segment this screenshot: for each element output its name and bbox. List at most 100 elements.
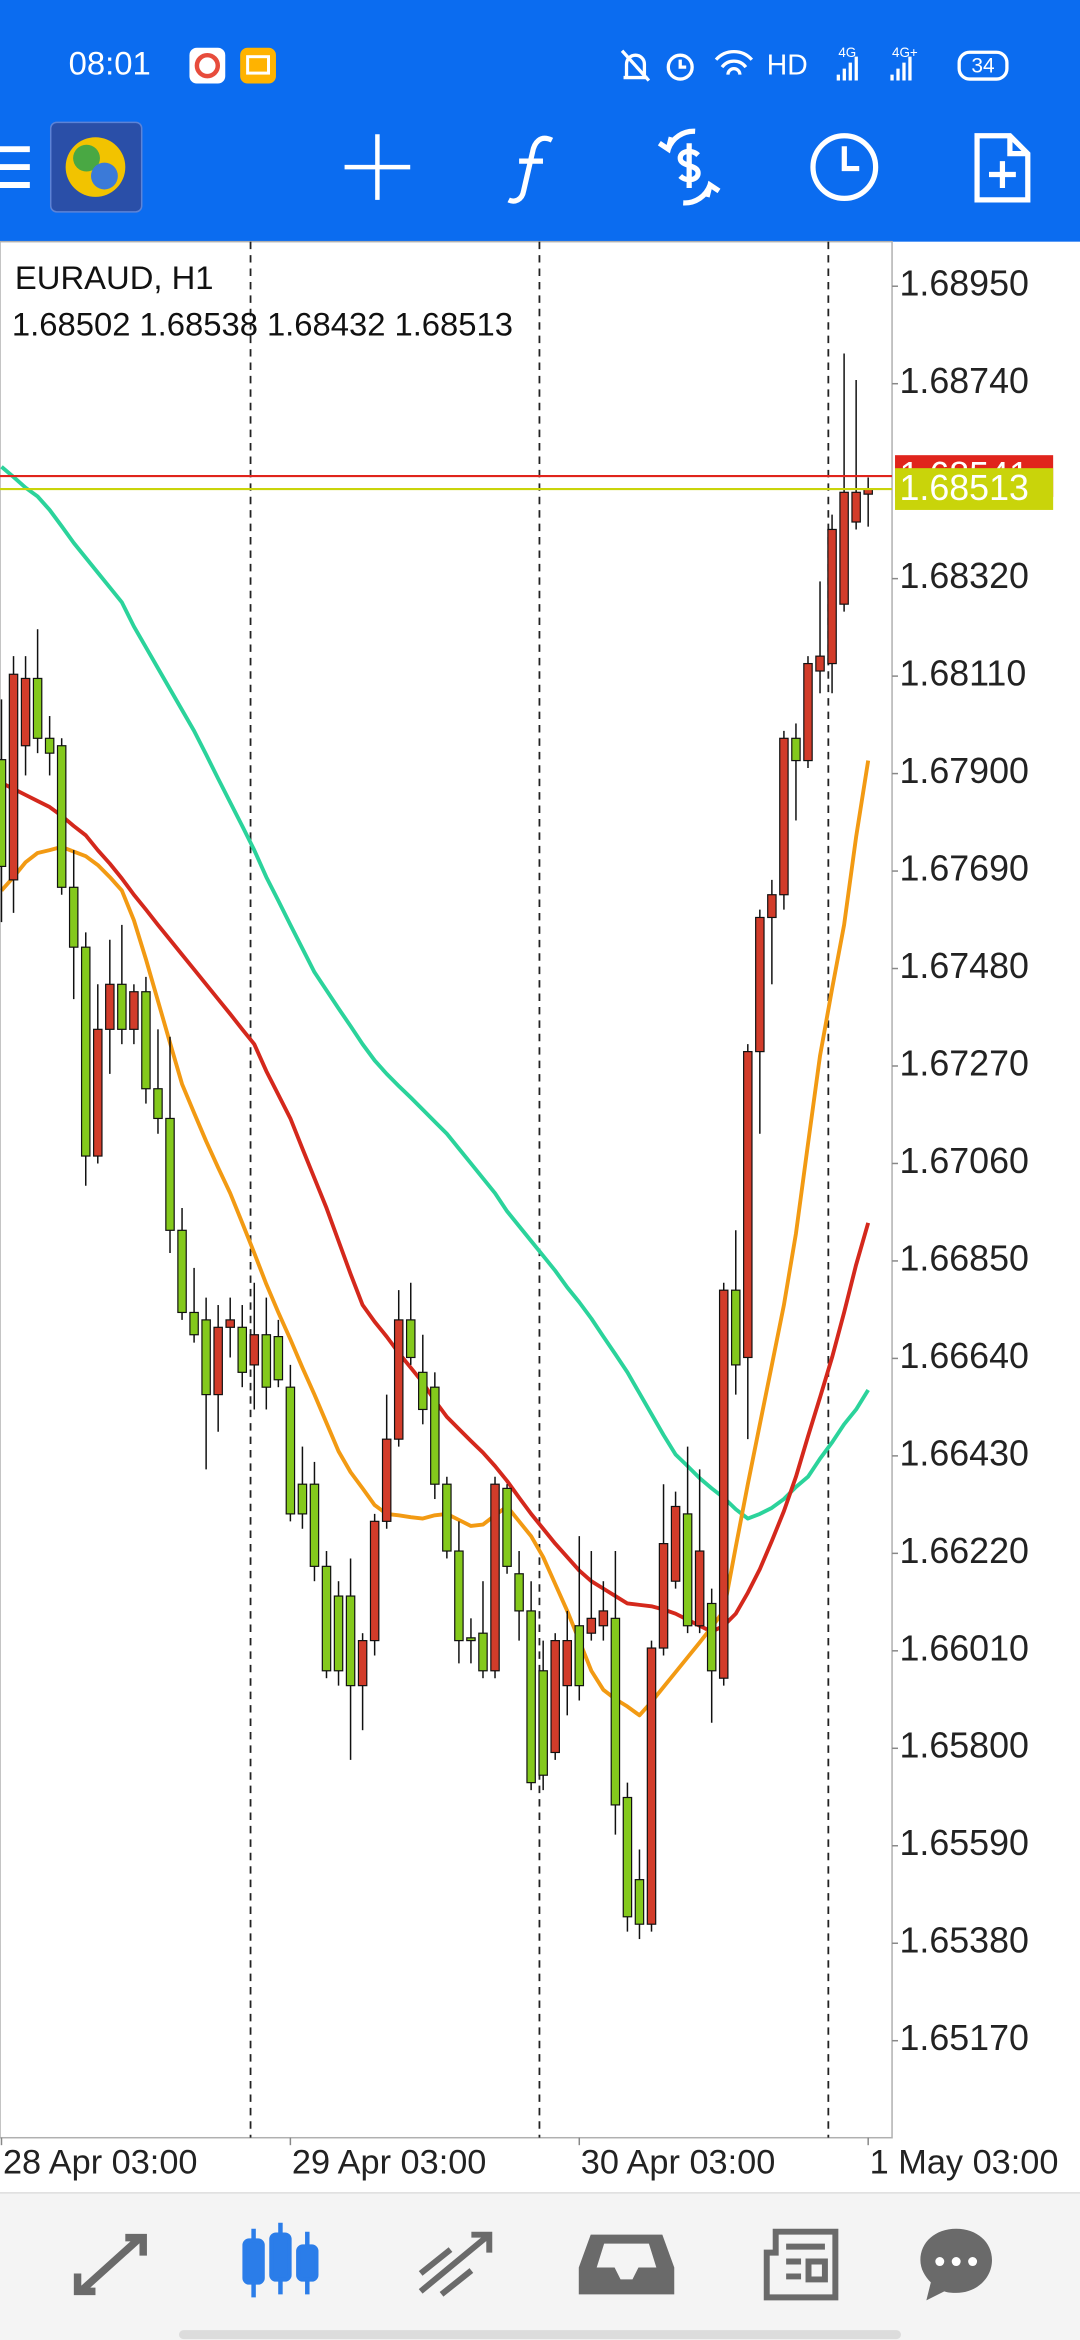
x-tick-label: 29 Apr 03:00 bbox=[292, 2144, 487, 2182]
y-tick-label: 1.65800 bbox=[900, 1726, 1029, 1766]
status-time: 08:01 bbox=[69, 44, 151, 81]
x-tick-label: 30 Apr 03:00 bbox=[581, 2144, 776, 2182]
low-value: 1.68432 bbox=[267, 305, 386, 342]
bell-off-icon bbox=[620, 49, 651, 82]
candle-body bbox=[369, 1520, 380, 1642]
candle-body bbox=[478, 1632, 488, 1672]
mt4-logo[interactable] bbox=[49, 121, 143, 213]
candle-body bbox=[285, 1386, 296, 1515]
candle-body bbox=[93, 1028, 103, 1157]
candle-body bbox=[682, 1513, 693, 1627]
candle-body bbox=[851, 491, 861, 523]
function-icon[interactable] bbox=[507, 135, 554, 204]
candle-body bbox=[201, 1319, 211, 1396]
menu-icon[interactable] bbox=[0, 146, 30, 188]
y-tick-label: 1.68320 bbox=[900, 556, 1029, 596]
candle-body bbox=[706, 1602, 717, 1672]
battery-outline bbox=[957, 50, 1009, 81]
period-button[interactable] bbox=[810, 133, 879, 202]
candle-body bbox=[490, 1483, 500, 1672]
candle-body bbox=[345, 1595, 356, 1687]
x-tick-label: 28 Apr 03:00 bbox=[3, 2144, 198, 2182]
dollar-icon[interactable] bbox=[677, 143, 701, 188]
ohlc-header: 1.68502 1.68538 1.68432 1.68513 bbox=[12, 305, 513, 342]
chat-dot[interactable] bbox=[935, 2257, 945, 2267]
news-icon[interactable] bbox=[763, 2228, 839, 2301]
alarm-hands bbox=[678, 59, 687, 69]
candle-body bbox=[803, 662, 813, 762]
candle-body bbox=[442, 1483, 452, 1552]
open-value: 1.68502 bbox=[12, 305, 131, 342]
trade-button[interactable] bbox=[657, 128, 721, 206]
network-label: 4G bbox=[838, 45, 856, 60]
clock-face[interactable] bbox=[810, 133, 879, 202]
y-tick-label: 1.67690 bbox=[900, 849, 1029, 889]
notification-icons bbox=[189, 47, 276, 84]
y-tick-label: 1.65590 bbox=[900, 1823, 1029, 1863]
candle-body bbox=[694, 1550, 705, 1627]
candle-body bbox=[610, 1617, 621, 1806]
chat-dot[interactable] bbox=[951, 2257, 961, 2267]
candle-body bbox=[80, 946, 91, 1157]
quotes-icon[interactable] bbox=[73, 2233, 147, 2296]
logo-figure[interactable] bbox=[90, 162, 118, 190]
candle-body bbox=[129, 991, 139, 1030]
candle-body bbox=[743, 1051, 753, 1359]
clock-hands[interactable] bbox=[841, 146, 860, 172]
trade-tab[interactable] bbox=[418, 2231, 493, 2297]
candle-body bbox=[177, 1229, 187, 1314]
candle-body bbox=[105, 983, 115, 1030]
candle-body bbox=[767, 894, 777, 919]
chart-tab-candle[interactable] bbox=[296, 2244, 319, 2282]
candle-body bbox=[586, 1617, 597, 1634]
trade-tab-icon[interactable] bbox=[418, 2231, 493, 2297]
candle-body bbox=[237, 1326, 248, 1373]
candle-body bbox=[321, 1565, 332, 1672]
new-document-icon[interactable] bbox=[974, 133, 1031, 203]
y-tick-label: 1.66640 bbox=[900, 1336, 1029, 1376]
candle-body bbox=[839, 491, 849, 605]
logo-figure[interactable] bbox=[73, 144, 100, 172]
candle-body bbox=[538, 1670, 548, 1776]
plot-area bbox=[0, 241, 893, 2138]
quotes-tab[interactable] bbox=[73, 2233, 147, 2296]
news-tab[interactable] bbox=[763, 2228, 839, 2301]
y-tick-label: 1.67060 bbox=[900, 1141, 1029, 1181]
chart-tab-candle[interactable] bbox=[269, 2232, 292, 2282]
history-tab[interactable] bbox=[578, 2234, 675, 2295]
app-icon-mark bbox=[246, 55, 270, 75]
y-tick-label: 1.68110 bbox=[900, 654, 1027, 694]
exchange-arrows[interactable] bbox=[657, 128, 721, 206]
signal-bars bbox=[836, 56, 912, 81]
crosshair-button[interactable] bbox=[344, 134, 411, 200]
app-icon-mark bbox=[194, 52, 221, 79]
candle-body bbox=[68, 886, 79, 948]
close-value: 1.68513 bbox=[394, 305, 513, 342]
crosshair-icon[interactable] bbox=[344, 134, 411, 200]
menu-button[interactable] bbox=[0, 146, 30, 188]
indicators-button[interactable] bbox=[507, 135, 554, 204]
candle-body bbox=[562, 1640, 573, 1687]
bottom-nav bbox=[0, 2192, 1080, 2340]
y-tick-label: 1.66850 bbox=[900, 1238, 1029, 1278]
y-tick-label: 1.66220 bbox=[900, 1531, 1029, 1571]
battery-level: 34 bbox=[971, 55, 994, 78]
chart-tab[interactable] bbox=[242, 2222, 319, 2298]
candle-body bbox=[56, 745, 67, 888]
candle-body bbox=[405, 1319, 416, 1359]
candle-body bbox=[730, 1289, 741, 1366]
wifi-icon bbox=[714, 49, 754, 75]
inbox-icon[interactable] bbox=[578, 2234, 675, 2295]
chat-dot[interactable] bbox=[968, 2257, 978, 2267]
candle-body bbox=[514, 1573, 524, 1612]
candle-body bbox=[779, 737, 789, 896]
symbol-label: EURAUD, H1 bbox=[15, 259, 214, 296]
candle-body bbox=[418, 1371, 428, 1411]
templates-button[interactable] bbox=[974, 133, 1031, 203]
candle-body bbox=[502, 1487, 512, 1567]
chat-tab[interactable] bbox=[920, 2228, 992, 2301]
y-tick-label: 1.65380 bbox=[900, 1921, 1029, 1961]
chart-tab-candle[interactable] bbox=[242, 2238, 265, 2285]
candle-body bbox=[309, 1483, 320, 1567]
